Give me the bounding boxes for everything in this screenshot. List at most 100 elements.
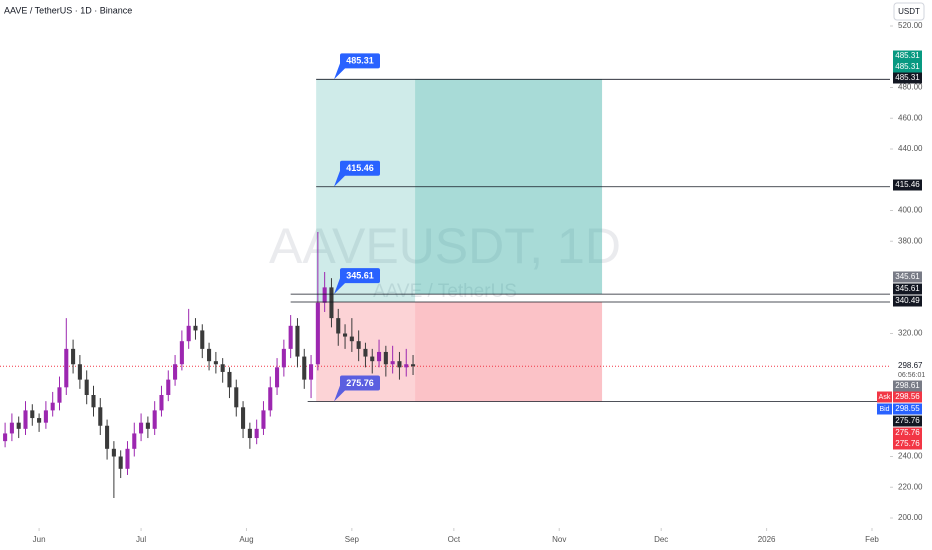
callout-box — [340, 160, 380, 176]
candle — [268, 376, 273, 417]
candle-body — [84, 379, 89, 395]
candle — [57, 376, 62, 411]
candle — [111, 441, 116, 499]
candle-body — [132, 433, 137, 449]
axis-badge-label: 485.31 — [895, 51, 920, 60]
candle — [275, 358, 280, 395]
candle-body — [336, 318, 341, 334]
candle-body — [302, 356, 307, 380]
candle — [234, 379, 239, 417]
candle — [71, 339, 76, 374]
y-tick-label: 440.00 — [898, 144, 923, 153]
candle-body — [281, 348, 286, 368]
candle — [179, 330, 184, 371]
candle-body — [213, 361, 218, 365]
callout-label: 275.76 — [346, 378, 374, 388]
candle-body — [288, 325, 293, 349]
header-title: AAVE / TetherUS · 1D · Binance — [4, 5, 132, 15]
candle-body — [349, 336, 354, 342]
x-tick-label: Jul — [136, 535, 146, 544]
candle — [254, 419, 259, 445]
currency-box[interactable] — [893, 2, 925, 21]
candle-body — [186, 325, 191, 342]
y-tick-label: 220.00 — [898, 482, 923, 491]
candle — [139, 413, 144, 442]
axis-badge — [893, 427, 922, 439]
candle-body — [57, 387, 62, 403]
last-price-label: 298.67 — [898, 361, 923, 370]
candle — [343, 324, 348, 349]
callout-box — [340, 268, 380, 284]
axis-badge-label: 485.31 — [895, 62, 920, 71]
axis-badge-label: 298.55 — [895, 404, 920, 413]
axis-badge — [893, 380, 922, 392]
candle — [125, 441, 130, 475]
axis-badge — [893, 438, 922, 450]
candle-body — [98, 407, 103, 426]
callout-label: 485.31 — [346, 56, 374, 66]
candle — [64, 318, 69, 395]
badge-prefix-box — [877, 391, 892, 403]
axis-badge — [893, 271, 922, 283]
callout-box — [340, 375, 380, 391]
candle-body — [91, 395, 96, 408]
axis-badge-label: 415.46 — [895, 180, 920, 189]
candle-body — [315, 302, 320, 365]
candle-body — [390, 361, 395, 365]
candle — [9, 413, 14, 442]
candle-body — [193, 325, 198, 331]
candle — [37, 413, 42, 432]
axis-badge-label: 340.49 — [895, 296, 920, 305]
candle — [302, 348, 307, 389]
loss-zone-right — [415, 301, 603, 402]
y-tick-label: 520.00 — [898, 21, 923, 30]
candle-body — [16, 422, 21, 429]
x-tick-label: Jun — [33, 535, 46, 544]
axis-badge-label: 275.76 — [895, 428, 920, 437]
candle-body — [50, 402, 55, 411]
axis-badge — [893, 179, 922, 191]
candle-body — [166, 379, 171, 395]
candle — [193, 318, 198, 340]
candle-body — [275, 367, 280, 388]
candle-body — [64, 348, 69, 388]
candle — [383, 345, 388, 377]
candle — [220, 358, 225, 383]
candle — [397, 351, 402, 380]
candle-body — [139, 422, 144, 434]
x-tick-label: Oct — [448, 535, 461, 544]
candle — [77, 355, 82, 389]
y-tick-label: 380.00 — [898, 236, 923, 245]
candle-body — [179, 341, 184, 365]
candle-body — [111, 448, 116, 457]
candle — [295, 318, 300, 368]
candle — [241, 401, 246, 439]
candle — [84, 370, 89, 405]
candle — [200, 324, 205, 359]
candle-body — [145, 422, 150, 429]
y-tick-label: 200.00 — [898, 513, 923, 522]
candle — [411, 355, 416, 376]
candle — [23, 401, 28, 435]
candle-body — [254, 428, 259, 439]
candle — [145, 416, 150, 439]
candle-body — [30, 410, 35, 419]
candle — [309, 355, 314, 399]
candle-body — [23, 410, 28, 429]
countdown: 06:56:01 — [898, 372, 925, 379]
candle-body — [37, 418, 42, 423]
candle-body — [105, 425, 110, 449]
candle — [315, 232, 320, 371]
axis-badge-label: 345.61 — [895, 272, 920, 281]
candle — [227, 367, 232, 399]
currency[interactable]: USDT — [898, 7, 920, 16]
axis-badge — [893, 391, 922, 403]
candle — [50, 391, 55, 417]
axis-badge-label: 345.61 — [895, 284, 920, 293]
candle-body — [3, 433, 8, 442]
badge-prefix: Bid — [879, 406, 889, 413]
axis-badge-label: 298.61 — [895, 381, 920, 390]
candle — [207, 342, 212, 371]
